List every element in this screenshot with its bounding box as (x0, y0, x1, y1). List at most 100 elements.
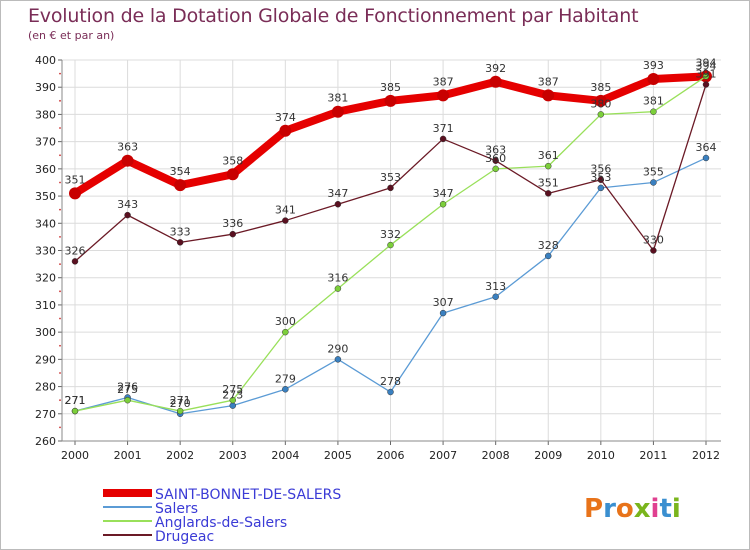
legend-label: Drugeac (155, 529, 214, 545)
y-tick-label: 350 (35, 190, 56, 203)
y-minor-tick (59, 426, 61, 429)
data-label: 275 (222, 383, 243, 396)
y-tick-label: 320 (35, 272, 56, 285)
data-label: 273 (222, 389, 243, 402)
x-tick-label: 2010 (587, 449, 615, 462)
data-point (387, 184, 394, 192)
data-point (545, 162, 552, 170)
legend-label: Anglards-de-Salers (155, 515, 287, 531)
data-label: 387 (433, 75, 454, 88)
data-label: 307 (433, 296, 454, 309)
y-minor-tick (59, 154, 61, 157)
data-label: 356 (590, 163, 611, 176)
y-tick-label: 290 (35, 353, 56, 366)
data-point (124, 211, 131, 219)
data-label: 353 (590, 171, 611, 184)
y-minor-tick (59, 290, 61, 293)
x-tick-label: 2011 (639, 449, 667, 462)
data-point (279, 124, 292, 137)
logo-letter: i (672, 494, 681, 524)
legend-label: Salers (155, 501, 198, 517)
y-tick-label: 280 (35, 381, 56, 394)
data-label: 371 (433, 122, 454, 135)
data-label: 333 (170, 225, 191, 238)
x-tick-label: 2008 (482, 449, 510, 462)
data-label: 355 (643, 165, 664, 178)
data-label: 351 (538, 176, 559, 189)
x-tick-label: 2001 (114, 449, 142, 462)
y-tick-label: 400 (35, 54, 56, 67)
data-label: 363 (117, 141, 138, 154)
axes: 2602702802903003103203303403503603703803… (35, 54, 721, 462)
chart-title: Evolution de la Dotation Globale de Fonc… (28, 5, 639, 27)
y-tick-label: 260 (35, 435, 56, 448)
data-point (702, 154, 710, 162)
data-point (282, 386, 289, 393)
data-label: 330 (643, 234, 664, 247)
data-point (650, 179, 657, 186)
data-label: 354 (170, 165, 191, 178)
data-point (650, 108, 657, 115)
data-label: 341 (275, 204, 296, 217)
data-point (492, 165, 499, 173)
x-tick-label: 2007 (429, 449, 457, 462)
data-label: 380 (590, 97, 611, 110)
chart-subtitle: (en € et par an) (28, 29, 115, 42)
data-point (226, 168, 239, 181)
data-point (702, 81, 710, 88)
y-minor-tick (59, 263, 61, 266)
data-label: 275 (117, 383, 138, 396)
y-tick-label: 330 (35, 245, 56, 258)
data-point (334, 200, 342, 208)
data-label: 351 (65, 173, 86, 186)
y-tick-label: 390 (35, 81, 56, 94)
data-point (594, 94, 607, 107)
data-label: 387 (538, 75, 559, 88)
data-point (597, 184, 605, 192)
data-point (334, 356, 342, 363)
data-label: 347 (433, 187, 454, 200)
logo-text: Proxiti (584, 494, 681, 524)
x-tick-label: 2009 (534, 449, 562, 462)
y-minor-tick (59, 181, 61, 184)
series-lines (69, 70, 712, 418)
y-tick-label: 380 (35, 108, 56, 121)
data-point (282, 217, 289, 224)
data-point (492, 293, 499, 301)
data-point (489, 75, 502, 88)
data-label: 332 (380, 228, 401, 241)
data-label: 270 (170, 397, 191, 410)
data-label: 360 (485, 152, 506, 165)
data-label: 276 (117, 380, 138, 393)
data-label: 358 (222, 154, 243, 167)
y-minor-tick (59, 344, 61, 347)
data-label: 391 (696, 67, 717, 80)
data-point (439, 309, 447, 317)
data-point (229, 402, 236, 409)
y-minor-tick (59, 372, 61, 374)
data-labels: 351 363 354 358 374 381 385 387 392 387 385 393 394 2… (65, 56, 717, 409)
data-point (545, 190, 552, 197)
data-label: 271 (65, 394, 86, 407)
data-point (439, 200, 447, 208)
data-point (176, 407, 184, 415)
logo-letter: P (584, 494, 603, 524)
y-minor-tick (59, 99, 61, 102)
data-point (176, 239, 184, 246)
data-label: 385 (380, 81, 401, 94)
data-point (647, 73, 660, 86)
y-minor-tick (59, 235, 61, 238)
data-label: 393 (643, 59, 664, 72)
logo-letter: t (659, 494, 671, 524)
data-point (71, 258, 79, 265)
y-tick-label: 360 (35, 163, 56, 176)
legend: SAINT-BONNET-DE-SALERSSalersAnglards-de-… (103, 487, 341, 545)
y-tick-label: 310 (35, 299, 56, 312)
data-point (174, 179, 187, 192)
data-label: 363 (485, 144, 506, 157)
data-point (282, 328, 289, 336)
x-tick-label: 2012 (692, 449, 720, 462)
data-point (331, 105, 344, 118)
data-label: 313 (485, 280, 506, 293)
